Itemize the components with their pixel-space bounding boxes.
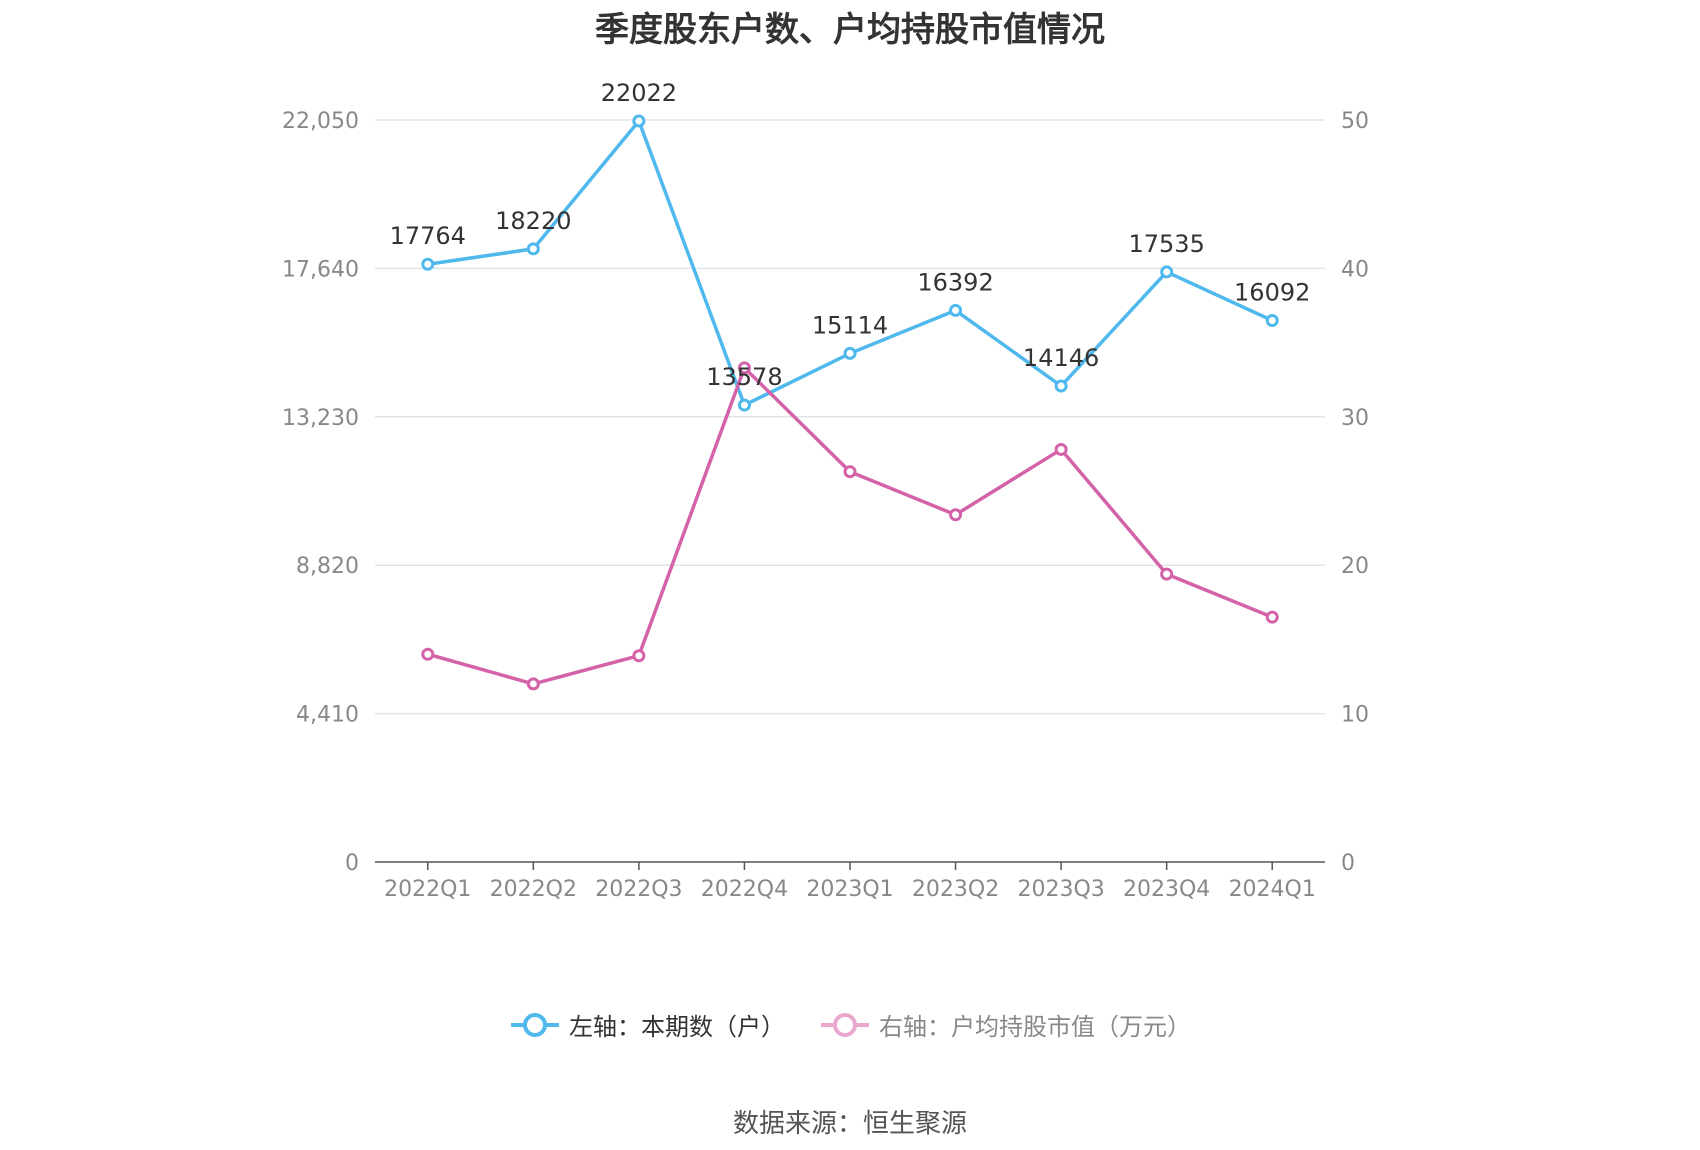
data-source: 数据来源：恒生聚源 — [732, 1109, 967, 1139]
series-point-0 — [1054, 379, 1068, 393]
left-axis-tick-label: 8,820 — [296, 554, 359, 579]
data-label: 15114 — [812, 311, 888, 339]
series-point-1 — [421, 647, 435, 661]
legend-label-right-series: 右轴：户均持股市值（万元） — [879, 1013, 1191, 1041]
right-axis-tick-label: 0 — [1341, 851, 1355, 876]
left-axis-ticks: 0 4,410 8,820 13,230 17,640 22,050 — [282, 109, 359, 876]
series-point-0 — [737, 398, 751, 412]
left-axis-tick-label: 4,410 — [296, 703, 359, 728]
series-line-1 — [427, 366, 1273, 686]
series-point-1 — [1265, 610, 1279, 624]
series-point-1 — [843, 465, 857, 479]
x-axis-tick-label: 2023Q2 — [912, 877, 999, 902]
left-axis-tick-label: 0 — [345, 851, 359, 876]
legend-item-right-series[interactable]: 右轴：户均持股市值（万元） — [819, 1007, 1191, 1042]
left-axis-tick-label: 17,640 — [282, 257, 359, 282]
chart-title: 季度股东户数、户均持股市值情况 — [595, 10, 1105, 50]
legend-marker-blue-icon — [511, 1012, 559, 1037]
legend-marker-pink-icon — [821, 1012, 869, 1037]
x-axis-tick-label: 2022Q4 — [701, 877, 788, 902]
data-labels: 17764 18220 22022 13578 15114 16392 14146 17535… — [390, 79, 1311, 391]
series-line-0 — [427, 119, 1273, 407]
series-point-1 — [526, 677, 540, 691]
series-point-0 — [1160, 265, 1174, 279]
x-axis-tick-label: 2022Q1 — [384, 877, 471, 902]
series-point-1 — [949, 508, 963, 522]
right-axis-tick-label: 30 — [1341, 406, 1369, 431]
right-axis-tick-label: 20 — [1341, 554, 1369, 579]
left-axis-tick-label: 22,050 — [282, 109, 359, 134]
data-label: 18220 — [495, 207, 571, 235]
x-axis-tick-label: 2023Q4 — [1123, 877, 1210, 902]
data-label: 22022 — [601, 79, 677, 107]
series-point-0 — [421, 257, 435, 271]
x-axis-tick-label: 2022Q3 — [595, 877, 682, 902]
series-point-0 — [949, 303, 963, 317]
right-axis-tick-label: 40 — [1341, 257, 1369, 282]
legend-item-left-series[interactable]: 左轴：本期数（户） — [509, 1007, 785, 1042]
data-label: 17764 — [390, 222, 466, 250]
series-point-1 — [632, 649, 646, 663]
x-axis-tick-label: 2023Q1 — [806, 877, 893, 902]
series-layer — [421, 114, 1279, 691]
left-axis-tick-label: 13,230 — [282, 406, 359, 431]
data-label: 14146 — [1023, 344, 1099, 372]
data-label: 16392 — [917, 268, 993, 296]
series-point-1 — [737, 361, 751, 375]
x-axis-tick-label: 2023Q3 — [1017, 877, 1104, 902]
data-label: 16092 — [1234, 278, 1310, 306]
series-point-0 — [526, 242, 540, 256]
x-axis-tick-label: 2024Q1 — [1229, 877, 1316, 902]
series-point-0 — [843, 346, 857, 360]
series-point-1 — [1054, 442, 1068, 456]
right-axis-tick-label: 50 — [1341, 109, 1369, 134]
legend-label-left-series: 左轴：本期数（户） — [569, 1013, 785, 1041]
data-label: 17535 — [1128, 230, 1204, 258]
series-point-0 — [632, 114, 646, 128]
series-point-1 — [1160, 567, 1174, 581]
data-label: 13578 — [706, 363, 782, 391]
right-axis-ticks: 0 10 20 30 40 50 — [1341, 109, 1369, 876]
grid-lines — [375, 119, 1325, 715]
series-point-0 — [1265, 313, 1279, 327]
legend: 左轴：本期数（户） 右轴：户均持股市值（万元） — [0, 1007, 1700, 1042]
x-axis-tick-label: 2022Q2 — [490, 877, 577, 902]
x-axis: 2022Q1 2022Q2 2022Q3 2022Q4 2023Q1 2023Q2 2023… — [375, 861, 1325, 902]
right-axis-tick-label: 10 — [1341, 703, 1369, 728]
